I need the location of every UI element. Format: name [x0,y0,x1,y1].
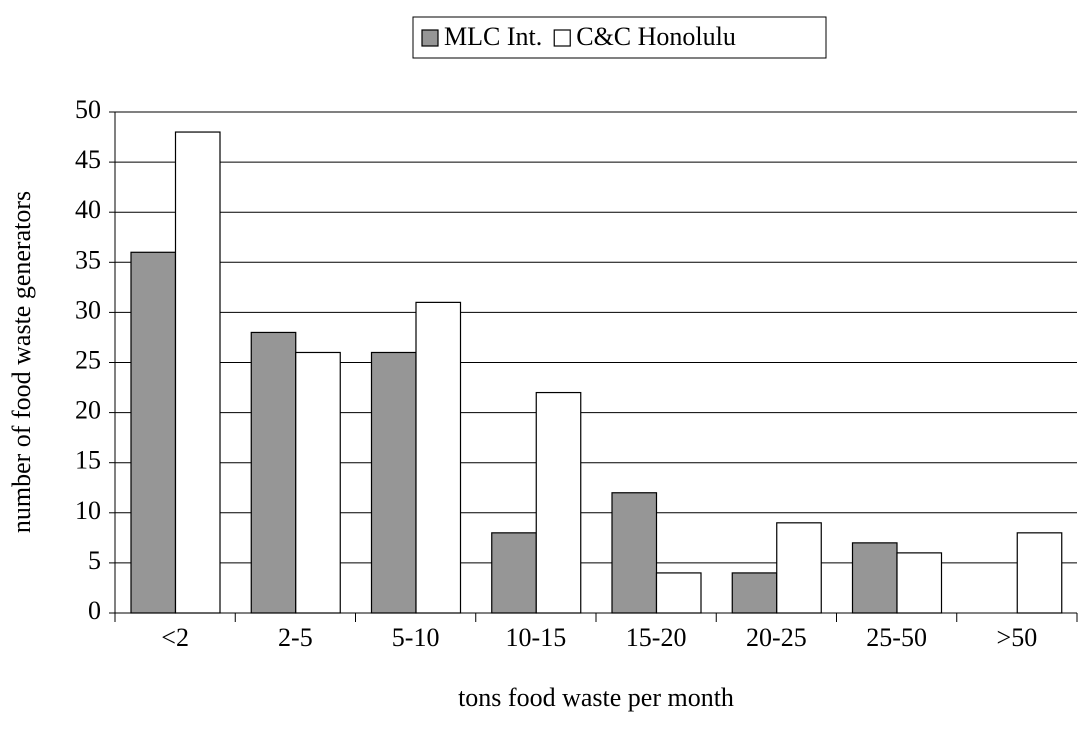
y-tick-label: 45 [75,145,101,174]
bar [611,492,658,614]
bar [130,251,177,614]
x-axis-label: tons food waste per month [458,683,734,712]
y-tick-label: 40 [75,195,101,224]
x-tick-label: 15-20 [626,623,687,652]
y-tick-label: 0 [88,596,101,625]
legend-box [412,16,827,59]
legend-label: C&C Honolulu [576,22,736,51]
bar [250,331,297,614]
y-tick-label: 10 [75,496,101,525]
y-tick-label: 15 [75,446,101,475]
y-tick-label: 30 [75,295,101,324]
y-tick-label: 5 [88,546,101,575]
bar [776,522,822,614]
y-tick-label: 35 [75,245,101,274]
legend-swatch [553,29,571,47]
bar [491,532,537,614]
bar [295,351,341,614]
x-tick-label: 5-10 [392,623,440,652]
y-tick-label: 25 [75,345,101,374]
bar [851,542,898,614]
x-tick-label: <2 [161,623,189,652]
legend-swatch [421,29,439,47]
bar [174,131,221,614]
bar [535,391,582,614]
bar [370,351,417,614]
bar [731,572,778,614]
legend-label: MLC Int. [444,22,542,51]
y-axis-label: number of food waste generators [7,191,36,533]
y-tick-label: 50 [75,95,101,124]
bar [896,552,943,614]
x-tick-label: 10-15 [506,623,567,652]
x-tick-label: 2-5 [278,623,313,652]
x-tick-label: 20-25 [746,623,807,652]
y-tick-label: 20 [75,396,101,425]
x-tick-label: 25-50 [866,623,927,652]
bar [1016,532,1063,614]
x-tick-label: >50 [997,623,1038,652]
bar [415,301,462,614]
bar [655,572,702,614]
